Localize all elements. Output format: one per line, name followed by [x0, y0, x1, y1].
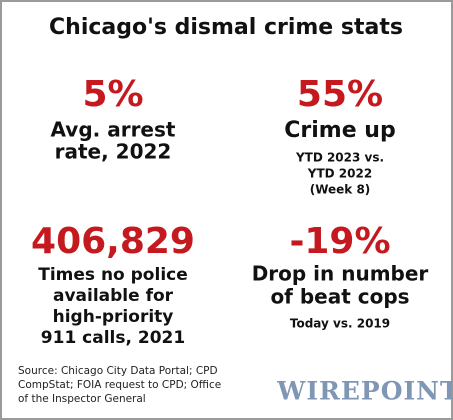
source-line: Source: Chicago City Data Portal; CPD [18, 365, 218, 377]
stat-label: 911 calls, 2021 [41, 328, 185, 348]
source-line: of the Inspector General [18, 393, 146, 405]
title: Chicago's dismal crime stats [49, 15, 403, 40]
stat-value: 5% [82, 74, 143, 115]
stat-label: Crime up [284, 118, 395, 143]
stat-label: Avg. arrest [51, 118, 176, 142]
stat-label: rate, 2022 [55, 140, 172, 164]
stat-label: available for [53, 286, 174, 306]
stat-value: 406,829 [31, 221, 195, 262]
stat-note: YTD 2022 [307, 167, 372, 181]
stat-label: Times no police [38, 265, 188, 285]
stat-value: -19% [289, 221, 390, 262]
stat-label: of beat cops [270, 285, 409, 309]
stat-label: high-priority [53, 307, 174, 327]
stat-value: 55% [297, 74, 383, 115]
stat-note: YTD 2023 vs. [295, 151, 384, 165]
source-line: CompStat; FOIA request to CPD; Office [18, 379, 221, 391]
stat-note: (Week 8) [310, 183, 371, 197]
logo: WIREPOINTS [276, 377, 453, 406]
stat-label: Drop in number [252, 262, 429, 286]
stat-note: Today vs. 2019 [290, 317, 390, 331]
